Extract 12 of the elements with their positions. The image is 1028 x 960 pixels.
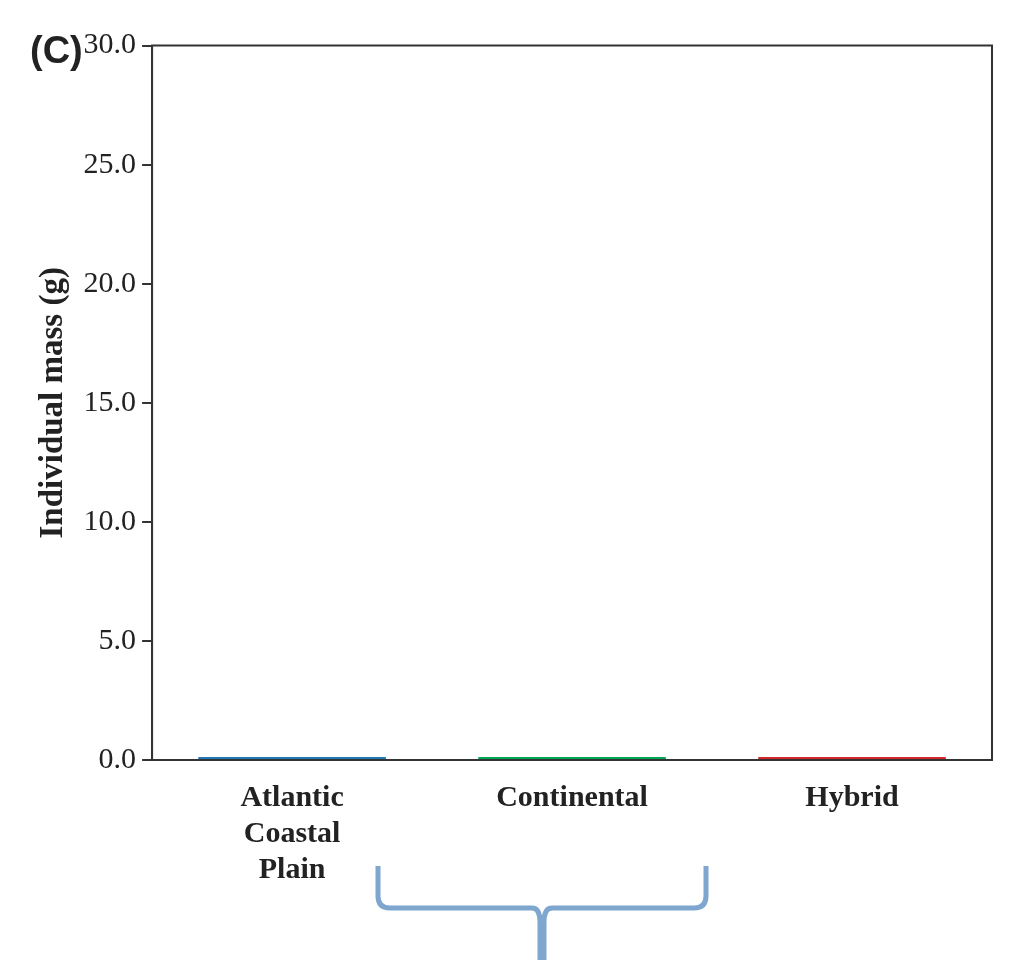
y-tick-label: 15.0 [83,383,137,417]
x-tick-label: Atlantic Coastal Plain [240,778,344,884]
y-tick-label: 25.0 [83,145,137,179]
y-tick-label: 30.0 [83,26,137,60]
x-tick-label: Continental [496,778,648,812]
chart-title: (C) [30,29,83,72]
x-tick-label: Hybrid [805,778,900,812]
y-tick-label: 20.0 [83,264,137,298]
y-tick-label: 10.0 [83,502,137,536]
y-tick-label: 0.0 [98,740,137,774]
y-tick-label: 5.0 [98,621,137,655]
y-axis-title: Individual mass (g) [33,267,71,539]
